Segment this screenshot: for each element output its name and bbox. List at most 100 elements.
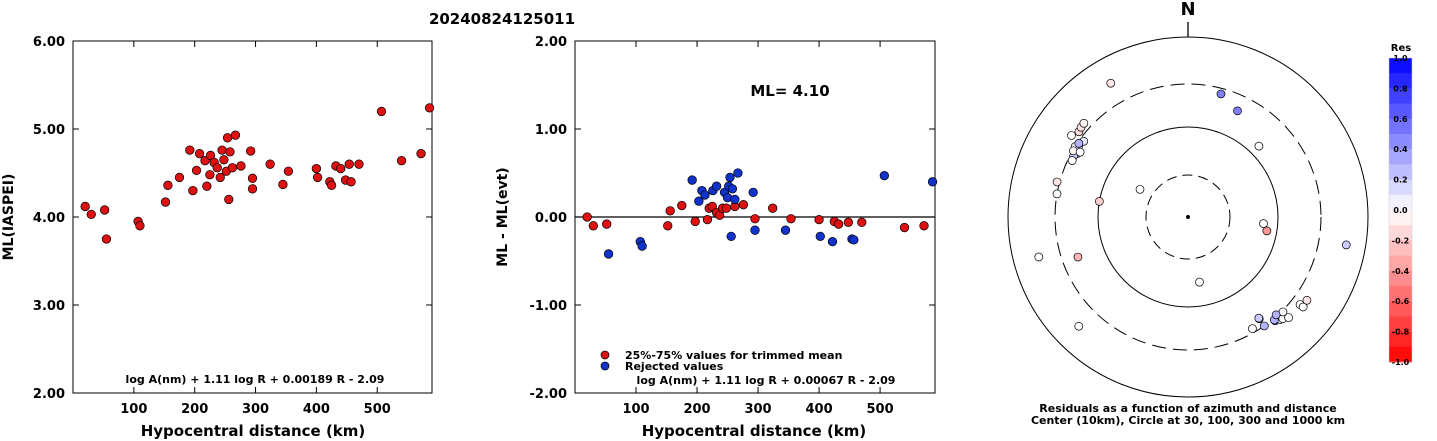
x-axis-label: Hypocentral distance (km) (642, 422, 867, 440)
legend-marker-rejected (600, 361, 610, 371)
y-tick-label: 3.00 (33, 299, 65, 314)
data-point-series-1 (879, 170, 890, 181)
data-point-series-0 (376, 106, 387, 117)
data-point-series-0 (312, 172, 323, 183)
data-point-series-0 (677, 200, 687, 211)
station-point (1248, 324, 1257, 333)
colorbar-label: -0.2 (1392, 236, 1410, 245)
data-point-series-0 (396, 156, 407, 166)
data-point-series-0 (80, 201, 90, 212)
data-point-series-0 (346, 177, 356, 187)
colorbar-cells (1388, 57, 1413, 363)
y-axis-label: ML(IASPEI) (1, 174, 17, 261)
colorbar-label: 1.0 (1393, 54, 1408, 63)
x-tick-label: 500 (364, 402, 391, 417)
colorbar-cell (1389, 210, 1412, 226)
station-point (1284, 313, 1293, 322)
data-point-series-0 (205, 170, 215, 180)
station-point (1195, 277, 1204, 287)
formula-text: log A(nm) + 1.11 log R + 0.00189 R - 2.0… (126, 373, 385, 386)
station-point (1073, 252, 1083, 262)
y-axis-label: ML - ML(evt) (495, 167, 511, 266)
colorbar-label: -0.6 (1392, 297, 1410, 306)
data-point-series-0 (738, 200, 749, 210)
epicenter-dot (1186, 215, 1190, 219)
colorbar-cell (1389, 103, 1412, 120)
caption-line-2: Center (10km), Circle at 30, 100, 300 an… (1031, 414, 1345, 427)
station-point (1052, 177, 1062, 187)
data-point-series-1 (637, 241, 647, 251)
station-point (1052, 189, 1062, 199)
colorbar-cell (1389, 73, 1412, 89)
ring-30km (1145, 174, 1231, 260)
data-point-series-1 (780, 225, 791, 235)
data-point-series-1 (827, 236, 838, 247)
data-point-series-0 (416, 148, 426, 159)
data-point-series-1 (733, 168, 743, 178)
legend-label-trimmed: 25%-75% values for trimmed mean (625, 349, 842, 362)
station-point (1106, 78, 1116, 88)
ring-100km (1097, 126, 1279, 308)
colorbar-cell (1389, 88, 1412, 105)
ring-300km (1054, 83, 1322, 351)
colorbar-cell (1389, 225, 1412, 241)
data-point-series-0 (786, 214, 796, 224)
data-point-series-0 (247, 173, 258, 183)
data-point-series-0 (135, 221, 145, 231)
x-tick-label: 400 (303, 402, 330, 417)
x-tick-labels: 100 200 300 400 500 (120, 41, 391, 417)
data-point-series-0 (185, 145, 195, 155)
data-point-series-0 (246, 146, 256, 156)
station-point (1233, 106, 1242, 116)
data-point-series-1 (815, 231, 825, 242)
caption-line-1: Residuals as a function of azimuth and d… (1039, 402, 1336, 415)
colorbar: Res 1.0 0.8 0.6 0.4 0.2 0.0 -0.2 -0.4 -0.6 -0.8 -1… (1388, 43, 1413, 367)
data-point-series-0 (265, 159, 275, 169)
data-point-series-1 (849, 235, 859, 245)
ml-annotation: ML= 4.10 (750, 82, 829, 100)
data-point-series-0 (899, 222, 910, 233)
data-points (582, 168, 938, 259)
data-point-series-0 (354, 159, 364, 169)
colorbar-label: 0.6 (1393, 115, 1408, 124)
y-tick-label: -2.00 (530, 387, 567, 402)
station-point (1095, 197, 1104, 206)
data-point-series-1 (694, 196, 704, 206)
data-point-series-0 (588, 221, 598, 231)
colorbar-cell (1389, 346, 1412, 363)
colorbar-label: -1.0 (1392, 358, 1410, 367)
formula-text: log A(nm) + 1.11 log R + 0.00067 R - 2.0… (637, 374, 896, 387)
station-point (1074, 321, 1084, 331)
station-point (1067, 156, 1077, 165)
y-tick-label: 5.00 (33, 123, 65, 138)
data-point-series-0 (665, 206, 675, 216)
data-point-series-1 (730, 194, 740, 205)
colorbar-cell (1389, 316, 1412, 333)
data-point-series-0 (424, 103, 435, 113)
colorbar-cell (1389, 134, 1412, 150)
y-tick-label: 2.00 (33, 387, 65, 402)
ring-1000km (1007, 36, 1369, 398)
data-point-series-0 (919, 221, 929, 231)
colorbar-title: Res (1391, 43, 1411, 54)
data-point-series-0 (602, 219, 612, 229)
station-point (1075, 147, 1085, 157)
colorbar-cell (1389, 270, 1412, 287)
y-tick-labels: 2.00 3.00 4.00 5.00 6.00 (33, 35, 432, 402)
panel-ml-residual: -2.00 -1.00 0.00 1.00 2.00 100 200 300 400 500 M… (495, 35, 938, 440)
y-tick-label: -1.00 (530, 299, 567, 314)
colorbar-cell (1389, 301, 1412, 317)
data-point-series-1 (711, 181, 722, 191)
data-point-series-0 (311, 163, 322, 174)
x-tick-label: 200 (181, 402, 208, 417)
data-point-series-0 (191, 165, 202, 176)
data-point-series-0 (236, 161, 246, 171)
data-point-series-0 (230, 130, 241, 140)
station-point (1079, 118, 1089, 128)
y-tick-label: 6.00 (33, 35, 65, 50)
data-point-series-0 (814, 214, 824, 225)
colorbar-cell (1389, 58, 1412, 74)
data-point-series-1 (725, 172, 735, 183)
colorbar-labels: 1.0 0.8 0.6 0.4 0.2 0.0 -0.2 -0.4 -0.6 -0.8 -1.0 (1392, 54, 1410, 367)
